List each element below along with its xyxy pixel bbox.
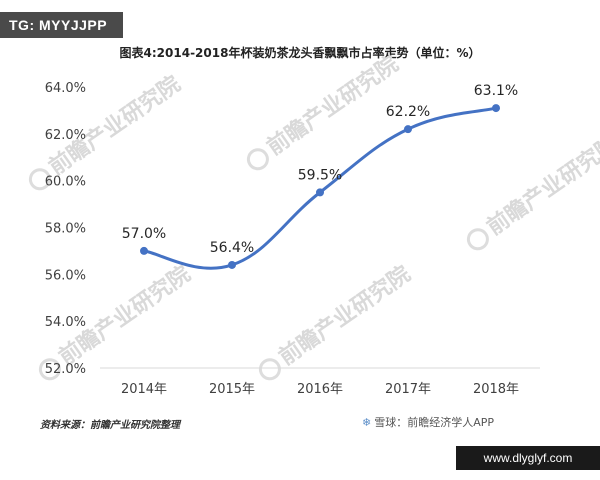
y-tick-label: 58.0% <box>45 222 86 237</box>
data-point <box>404 125 412 134</box>
data-point <box>316 188 324 197</box>
y-tick-label: 56.0% <box>45 268 86 283</box>
data-label: 57.0% <box>122 226 166 242</box>
data-points <box>140 104 500 269</box>
series-line <box>142 106 498 270</box>
y-tick-label: 52.0% <box>45 362 86 377</box>
data-label: 63.1% <box>474 83 518 99</box>
x-tick-label: 2015年 <box>209 382 255 397</box>
data-point <box>140 246 148 255</box>
data-point <box>492 104 500 113</box>
tg-tag: TG: MYYJJPP <box>0 12 123 38</box>
snowball-icon: ❄ <box>362 416 372 429</box>
y-tick-label: 60.0% <box>45 175 86 190</box>
data-point <box>228 260 236 269</box>
x-tick-label: 2017年 <box>385 382 431 397</box>
source-note: 资料来源：前瞻产业研究院整理 <box>40 420 180 431</box>
x-tick-label: 2016年 <box>297 382 343 397</box>
y-tick-label: 54.0% <box>45 315 86 330</box>
x-tick-label: 2018年 <box>473 382 519 397</box>
data-label: 62.2% <box>386 104 430 120</box>
y-tick-label: 62.0% <box>45 128 86 143</box>
xueqiu-credit: ❄ 雪球：前瞻经济学人APP <box>362 416 495 429</box>
data-labels: 57.0% 56.4% 59.5% 62.2% 63.1% <box>122 83 518 256</box>
data-label: 56.4% <box>210 240 254 256</box>
x-axis: 2014年 2015年 2016年 2017年 2018年 <box>121 382 519 397</box>
chart-title: 图表4:2014-2018年杯装奶茶龙头香飘飘市占率走势（单位：%） <box>119 46 481 60</box>
y-tick-label: 64.0% <box>45 81 86 96</box>
y-axis: 52.0% 54.0% 56.0% 58.0% 60.0% 62.0% 64.0% <box>45 81 86 377</box>
data-label: 59.5% <box>298 167 342 183</box>
x-tick-label: 2014年 <box>121 382 167 397</box>
site-badge: www.dlyglyf.com <box>456 446 600 470</box>
